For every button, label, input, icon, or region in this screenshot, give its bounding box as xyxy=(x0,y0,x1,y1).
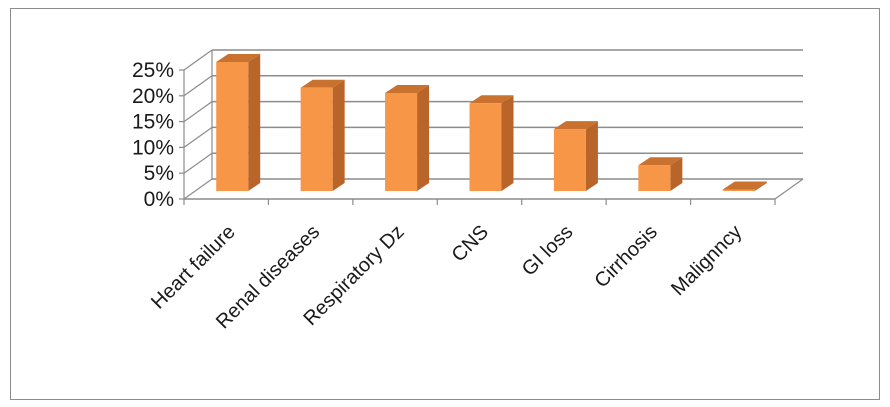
bar xyxy=(553,121,598,191)
bar-top xyxy=(469,95,514,104)
bar-side xyxy=(754,181,767,191)
bar-side xyxy=(332,79,345,191)
bar-front xyxy=(638,165,671,191)
bar-side xyxy=(248,54,261,191)
x-tick-label: Heart failure xyxy=(147,221,240,314)
gridline-depth xyxy=(183,126,213,148)
bar xyxy=(469,95,514,191)
gridline-depth xyxy=(183,49,213,71)
x-tick-label: GI loss xyxy=(518,221,578,281)
bar-top xyxy=(216,54,261,62)
bar xyxy=(638,157,683,191)
bar-front xyxy=(722,189,755,191)
bar-top xyxy=(300,79,345,88)
x-tick-label: Cirrhosis xyxy=(591,221,662,292)
bar-top xyxy=(553,121,598,130)
gridline-depth xyxy=(183,101,213,123)
bar-front xyxy=(385,92,418,191)
y-tick-label: 20% xyxy=(132,85,174,108)
gridline-depth xyxy=(183,152,213,174)
x-tick-label: CNS xyxy=(448,221,493,266)
y-tick-label: 0% xyxy=(144,188,174,211)
bar-front xyxy=(216,62,249,191)
bar xyxy=(216,54,261,191)
bar xyxy=(385,84,430,191)
bar-side xyxy=(670,157,683,191)
gridline-depth xyxy=(183,75,213,97)
gridline-depth xyxy=(183,178,213,200)
bar-side xyxy=(501,95,514,191)
bar-top xyxy=(385,84,430,93)
bar-front xyxy=(553,129,586,191)
y-tick-label: 10% xyxy=(132,136,174,159)
bar xyxy=(300,79,345,191)
x-axis-ticks: Heart failure Renal diseases Respiratory… xyxy=(147,221,746,333)
floor-edge xyxy=(774,178,804,200)
y-tick-label: 25% xyxy=(132,59,174,82)
bar-top xyxy=(722,181,767,190)
chart-frame xyxy=(10,8,880,400)
y-tick-label: 15% xyxy=(132,111,174,134)
bar-front xyxy=(300,87,333,191)
bar-top xyxy=(638,157,683,166)
y-tick-label: 5% xyxy=(144,162,174,185)
bar-side xyxy=(585,121,598,191)
bar-front xyxy=(469,103,502,191)
x-tick-label: Malignncy xyxy=(667,221,746,300)
bar xyxy=(722,181,767,191)
y-axis-ticks: 0% 5% 10% 15% 20% 25% xyxy=(132,59,174,211)
bars xyxy=(216,54,767,191)
bar-side xyxy=(417,84,430,191)
